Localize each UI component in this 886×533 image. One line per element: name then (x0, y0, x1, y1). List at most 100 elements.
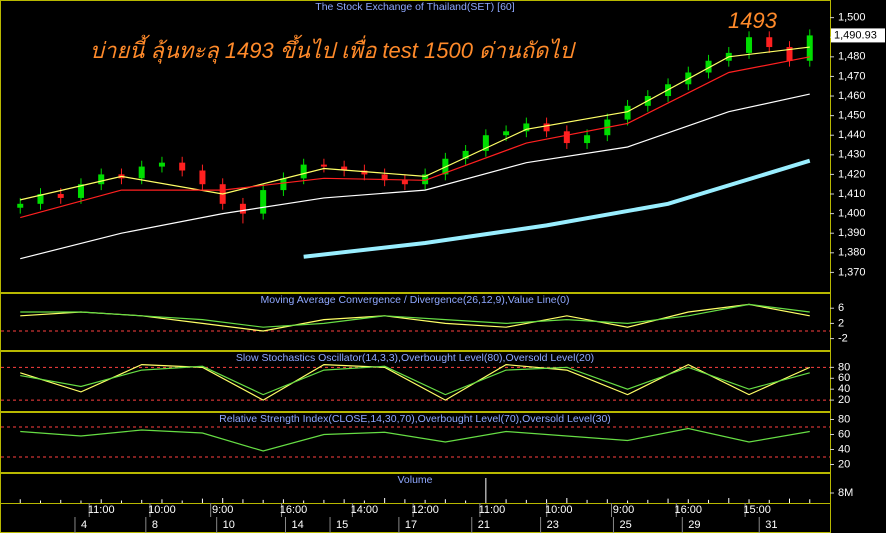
y-tick-label: 6 (838, 302, 844, 314)
candle-body (361, 170, 368, 175)
last-price-label: 1,490.93 (834, 29, 877, 41)
date-tick-label: 25 (619, 519, 631, 531)
annotation: 1493 (728, 8, 778, 33)
line-series (20, 46, 810, 201)
candle-body (381, 174, 388, 181)
y-tick-label: -2 (838, 333, 848, 345)
candle-body (280, 178, 287, 191)
candle-body (401, 180, 408, 185)
y-tick-label: 80 (838, 413, 850, 425)
y-tick-label: 1,450 (838, 110, 866, 122)
date-tick-label: 14 (292, 519, 304, 531)
x-tick-label: 11:00 (479, 504, 506, 516)
date-tick-label: 23 (547, 519, 559, 531)
annotation: บ่ายนี้ ลุ้นทะลุ 1493 ขึ้นไป เพื่อ test … (90, 34, 576, 64)
candle-body (158, 162, 165, 167)
candle-body (584, 135, 591, 144)
y-tick-label: 1,500 (838, 12, 866, 24)
panel-title: Volume (397, 474, 432, 486)
line-series (20, 365, 810, 396)
candle-body (786, 47, 793, 61)
candle-body (705, 60, 712, 73)
panel-title: Moving Average Convergence / Divergence(… (261, 294, 570, 306)
candle-body (563, 131, 570, 144)
y-tick-label: 1,430 (838, 149, 866, 161)
y-tick-label: 1,440 (838, 129, 866, 141)
candle-body (624, 105, 631, 120)
x-tick-label: 11:00 (88, 504, 115, 516)
candle-body (239, 203, 246, 214)
candle-body (523, 123, 530, 132)
y-tick-label: 1,420 (838, 168, 866, 180)
candle-body (77, 184, 84, 198)
candle-body (37, 194, 44, 204)
line-series (20, 93, 810, 260)
y-tick-label: 1,480 (838, 51, 866, 63)
panel-title: Relative Strength Index(CLOSE,14,30,70),… (219, 413, 611, 425)
candle-body (482, 135, 489, 151)
x-tick-label: 16:00 (675, 504, 703, 516)
x-tick-label: 15:00 (743, 504, 771, 516)
candle-body (199, 170, 206, 185)
candle-body (320, 164, 327, 167)
y-tick-label: 40 (838, 383, 850, 395)
date-tick-label: 21 (478, 519, 490, 531)
y-tick-label: 1,380 (838, 247, 866, 259)
date-tick-label: 4 (81, 519, 87, 531)
y-tick-label: 2 (838, 317, 844, 329)
date-tick-label: 31 (765, 519, 777, 531)
line-series (303, 158, 811, 259)
y-tick-label: 8M (838, 487, 853, 499)
line-series (20, 303, 810, 328)
y-tick-label: 40 (838, 443, 850, 455)
candle-body (422, 174, 429, 185)
x-tick-label: 16:00 (280, 504, 308, 516)
line-series (20, 363, 811, 401)
x-tick-label: 10:00 (148, 504, 176, 516)
y-tick-label: 1,460 (838, 90, 866, 102)
panel-frame (0, 412, 831, 473)
candle-body (260, 190, 267, 214)
date-tick-label: 10 (223, 519, 235, 531)
y-tick-label: 1,410 (838, 188, 866, 200)
x-tick-label: 9:00 (212, 504, 233, 516)
date-tick-label: 8 (152, 519, 158, 531)
panel-frame (0, 0, 831, 293)
panel-frame (0, 293, 831, 351)
y-tick-label: 60 (838, 428, 850, 440)
y-tick-label: 20 (838, 394, 850, 406)
x-tick-label: 12:00 (411, 504, 439, 516)
last-price-box (831, 28, 885, 43)
candle-body (341, 166, 348, 171)
y-tick-label: 60 (838, 372, 850, 384)
panel-frame (0, 351, 831, 412)
candle-body (300, 164, 307, 179)
candle-body (503, 131, 510, 136)
candle-body (98, 174, 105, 185)
line-series (20, 303, 810, 332)
date-tick-label: 29 (688, 519, 700, 531)
y-tick-label: 1,470 (838, 70, 866, 82)
y-tick-label: 20 (838, 458, 850, 470)
y-tick-label: 80 (838, 361, 850, 373)
candle-body (462, 150, 469, 159)
x-tick-label: 10:00 (545, 504, 573, 516)
candle-body (179, 162, 186, 171)
date-tick-label: 15 (336, 519, 348, 531)
candle-body (806, 35, 813, 61)
candle-body (766, 37, 773, 48)
line-series (20, 56, 810, 219)
y-tick-label: 1,390 (838, 227, 866, 239)
x-tick-label: 9:00 (613, 504, 634, 516)
y-tick-label: 1,400 (838, 208, 866, 220)
panel-title: The Stock Exchange of Thailand(SET) [60] (315, 1, 514, 13)
candle-body (138, 166, 145, 179)
candle-body (57, 194, 64, 198)
date-tick-label: 17 (405, 519, 417, 531)
x-tick-label: 14:00 (351, 504, 379, 516)
candle-body (746, 37, 753, 53)
line-series (20, 427, 810, 452)
candle-body (17, 203, 24, 208)
